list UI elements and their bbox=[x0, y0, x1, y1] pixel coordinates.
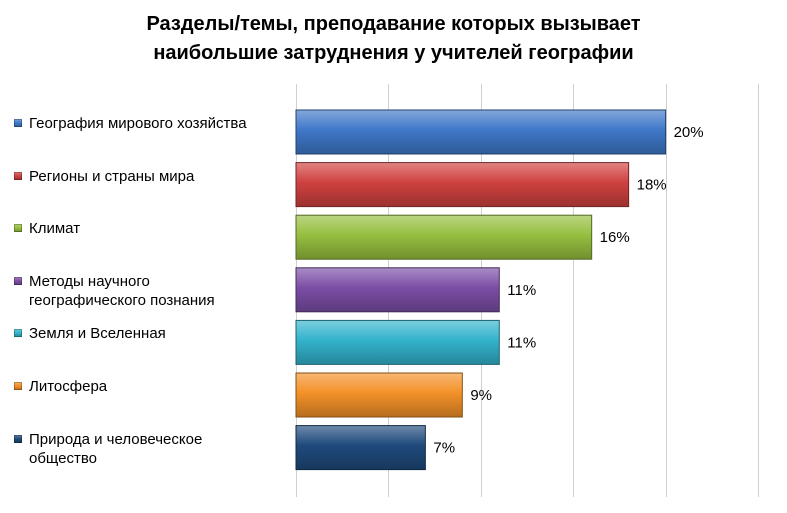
legend-marker bbox=[14, 382, 22, 390]
bar bbox=[295, 109, 667, 155]
chart-title-line-2: наибольшие затруднения у учителей геогра… bbox=[153, 42, 634, 64]
data-label: 18% bbox=[637, 177, 667, 194]
legend-label-line: Литосфера bbox=[29, 378, 108, 395]
legend-label-line: Регионы и страны мира bbox=[29, 168, 195, 185]
chart-title-line-1: Разделы/темы, преподавание которых вызыв… bbox=[146, 13, 641, 35]
legend-item: Литосфера bbox=[14, 377, 286, 396]
legend-label-line: общество bbox=[29, 450, 97, 467]
legend-label: География мирового хозяйства bbox=[29, 114, 247, 133]
bar bbox=[295, 319, 500, 365]
legend-item: Земля и Вселенная bbox=[14, 324, 286, 343]
data-label: 16% bbox=[600, 229, 630, 246]
data-label: 11% bbox=[507, 282, 536, 299]
legend-label-line: География мирового хозяйства bbox=[29, 115, 247, 132]
bar bbox=[295, 214, 593, 260]
legend-item: Регионы и страны мира bbox=[14, 167, 286, 186]
legend-item: Климат bbox=[14, 219, 286, 238]
legend-label: Природа и человеческое общество bbox=[29, 430, 202, 468]
legend-label-line: географического познания bbox=[29, 292, 215, 309]
legend-label-line: Климат bbox=[29, 220, 81, 237]
legend-label: Земля и Вселенная bbox=[29, 324, 166, 343]
legend-item: География мирового хозяйства bbox=[14, 114, 286, 133]
legend-item: Природа и человеческое общество bbox=[14, 430, 286, 468]
legend-label-line: Земля и Вселенная bbox=[29, 325, 166, 342]
legend-marker bbox=[14, 435, 22, 443]
legend-marker bbox=[14, 172, 22, 180]
data-label: 7% bbox=[433, 440, 455, 457]
legend-marker bbox=[14, 329, 22, 337]
data-label: 11% bbox=[507, 334, 536, 351]
legend-label: Климат bbox=[29, 219, 80, 238]
bar bbox=[295, 425, 426, 471]
bar bbox=[295, 162, 630, 208]
legend-label: Литосфера bbox=[29, 377, 107, 396]
data-label: 20% bbox=[674, 124, 704, 141]
data-label: 9% bbox=[470, 387, 492, 404]
legend-item: Методы научного географического познания bbox=[14, 272, 286, 310]
legend-marker bbox=[14, 277, 22, 285]
legend-label-line: Методы научного bbox=[29, 273, 150, 290]
legend: География мирового хозяйства Регионы и ст… bbox=[0, 0, 290, 513]
legend-label: Методы научного географического познания bbox=[29, 272, 215, 310]
chart-title: Разделы/темы, преподавание которых вызыв… bbox=[0, 10, 787, 68]
legend-label: Регионы и страны мира bbox=[29, 167, 194, 186]
legend-marker bbox=[14, 224, 22, 232]
bar bbox=[295, 372, 463, 418]
legend-marker bbox=[14, 119, 22, 127]
legend-label-line: Природа и человеческое bbox=[29, 431, 203, 448]
bar bbox=[295, 267, 500, 313]
